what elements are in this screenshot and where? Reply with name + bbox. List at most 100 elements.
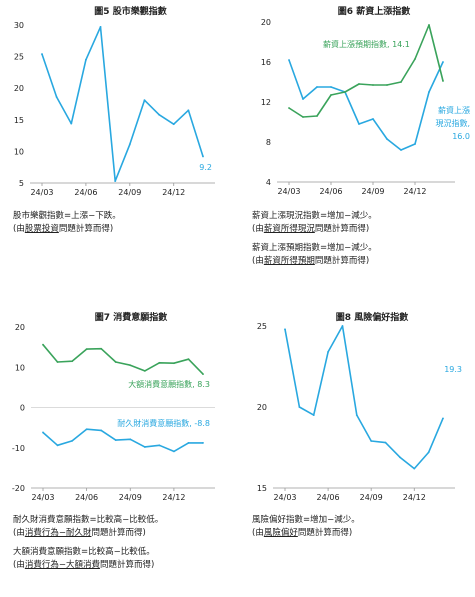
data-point <box>372 118 374 120</box>
x-tick-label: 24/06 <box>74 188 97 197</box>
y-tick-label: -10 <box>12 444 25 453</box>
note-risk-preference: 風險偏好指數=增加−減少。 (由風險偏好問題計算而得) <box>252 514 360 540</box>
data-point <box>344 91 346 93</box>
data-label: 現況指數, <box>435 118 470 128</box>
data-point <box>413 467 416 470</box>
data-point <box>114 361 117 363</box>
data-point <box>143 446 146 448</box>
chart-wage-increase-svg: 圖6 薪資上漲指數 4 8 12 16 20 24/03 24/06 24/09 24/12 薪資上… <box>261 5 470 196</box>
chart-title: 圖8 風險偏好指數 <box>336 311 409 323</box>
series-line <box>284 325 444 470</box>
data-label: 19.3 <box>444 365 462 374</box>
series-line <box>41 26 204 182</box>
data-point <box>316 86 318 88</box>
note-line: 耐久財消費意願指數=比較高−比較低。 <box>13 515 164 525</box>
data-point <box>400 81 402 83</box>
data-point <box>358 123 360 125</box>
note-line: (由薪資所得預期問題計算而得) <box>252 256 370 266</box>
data-point <box>114 180 117 183</box>
x-tick-label: 24/03 <box>31 493 54 502</box>
data-label: 9.2 <box>199 163 212 172</box>
chart-title: 圖7 消費意願指數 <box>95 311 168 323</box>
y-tick-label: 20 <box>261 18 271 27</box>
x-tick-label: 24/06 <box>75 493 98 502</box>
x-tick-label: 24/09 <box>118 188 141 197</box>
y-tick-label: 30 <box>14 21 24 30</box>
chart-wage-increase: 圖6 薪資上漲指數 4 8 12 16 20 24/03 24/06 24/09 24/12 薪資上… <box>240 0 475 200</box>
chart-title: 圖5 股市樂觀指數 <box>94 5 167 17</box>
data-point <box>71 440 73 442</box>
x-tick-label: 24/12 <box>403 493 426 502</box>
data-point <box>428 24 430 26</box>
x-tick-label: 24/03 <box>30 188 53 197</box>
chart-title: 圖6 薪資上漲指數 <box>338 5 411 17</box>
data-point <box>56 361 59 363</box>
data-point <box>70 122 73 125</box>
data-label: 大額消費意願指數, 8.3 <box>128 379 210 389</box>
data-point <box>128 143 131 146</box>
y-tick-label: 15 <box>14 116 24 125</box>
y-tick-label: 10 <box>15 363 25 372</box>
note-line: 風險偏好指數=增加−減少。 <box>252 515 360 525</box>
data-point <box>114 439 117 442</box>
data-point <box>56 444 59 447</box>
y-tick-label: 5 <box>19 179 24 188</box>
data-point <box>327 351 329 353</box>
data-point <box>158 361 161 364</box>
data-point <box>41 53 43 55</box>
note-line: 薪資上漲現況指數=增加−減少。 <box>252 211 377 221</box>
y-tick-label: 12 <box>261 98 271 107</box>
data-point <box>100 429 103 432</box>
data-point <box>302 98 304 100</box>
data-point <box>85 348 88 351</box>
data-point <box>386 138 388 140</box>
note-stock-optimism: 股市樂觀指數=上漲−下跌。 (由股票投資問題計算而得) <box>13 210 121 236</box>
y-tick-label: 20 <box>14 84 24 93</box>
series-line <box>42 344 204 375</box>
y-tick-label: 8 <box>266 138 271 147</box>
x-tick-label: 24/12 <box>403 187 426 196</box>
data-point <box>442 80 444 82</box>
data-point <box>85 58 87 61</box>
data-point <box>370 440 373 442</box>
x-tick-label: 24/03 <box>277 187 300 196</box>
x-tick-label: 24/09 <box>119 493 142 502</box>
y-tick-label: 10 <box>14 147 24 156</box>
data-point <box>284 328 286 331</box>
note-consumption-willingness: 耐久財消費意願指數=比較高−比較低。 (由消費行為−耐久財問題計算而得) 大額消… <box>13 514 163 572</box>
data-point <box>187 109 190 112</box>
series-line <box>288 59 444 151</box>
data-label: 薪資上漲預期指數, 14.1 <box>323 39 410 49</box>
data-point <box>355 414 358 416</box>
data-point <box>202 155 204 158</box>
data-point <box>55 96 58 98</box>
data-point <box>202 373 204 375</box>
chart-consumption-willingness: 圖7 消費意願指數 -20 -10 0 10 20 24/03 24/06 24/09 24/12… <box>0 300 240 510</box>
data-point <box>427 451 430 454</box>
y-tick-label: 20 <box>15 323 25 332</box>
data-point <box>158 113 160 116</box>
data-label: 薪資上漲 <box>438 105 470 115</box>
data-point <box>358 83 360 85</box>
data-point <box>386 84 388 86</box>
data-point <box>414 58 416 60</box>
data-point <box>384 441 387 444</box>
data-point <box>414 143 416 145</box>
y-tick-label: -20 <box>12 484 25 493</box>
data-label: 16.0 <box>452 132 470 141</box>
data-point <box>100 347 103 350</box>
chart-risk-preference: 圖8 風險偏好指數 15 20 25 24/03 24/06 24/09 24/12 19.3 <box>240 300 475 510</box>
y-tick-label: 4 <box>266 178 271 187</box>
x-tick-label: 24/12 <box>162 493 185 502</box>
data-point <box>312 414 315 416</box>
x-tick-label: 24/03 <box>273 493 296 502</box>
data-point <box>158 444 161 447</box>
data-point <box>400 149 402 151</box>
data-point <box>187 442 190 444</box>
note-line: 薪資上漲預期指數=增加−減少。 <box>252 243 377 253</box>
data-point <box>129 438 132 441</box>
data-point <box>173 362 175 365</box>
data-point <box>143 369 146 372</box>
x-tick-label: 24/12 <box>162 188 185 197</box>
data-point <box>288 107 290 109</box>
